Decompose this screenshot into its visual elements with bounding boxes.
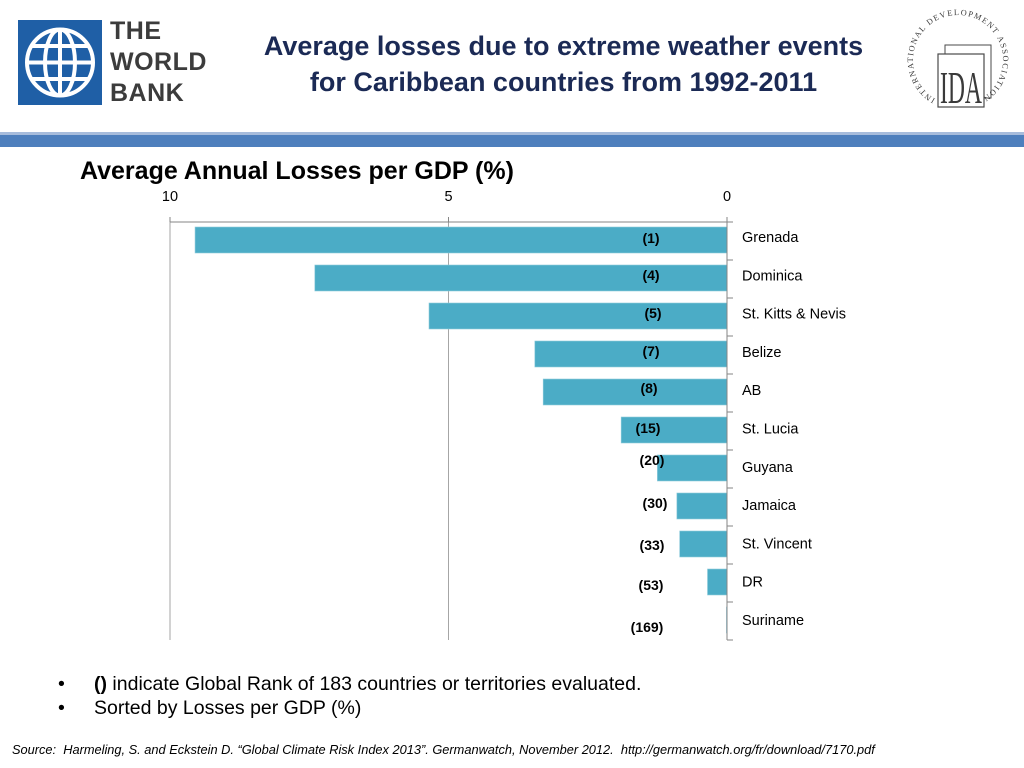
category-label-dominica: Dominica: [742, 268, 803, 284]
category-label-jamaica: Jamaica: [742, 498, 797, 514]
category-label-suriname: Suriname: [742, 613, 804, 629]
category-label-st-kitts-nevis: St. Kitts & Nevis: [742, 307, 846, 323]
ida-seal-icon: INTERNATIONAL DEVELOPMENT ASSOCIATION ID…: [906, 8, 1010, 113]
losses-bar-chart: 10 5 0 Grenada (1) Dominica (4) St. Kitts & Nev…: [162, 189, 846, 641]
bar-belize: [534, 340, 728, 368]
world-bank-wordmark: THE WORLD BANK: [110, 16, 207, 109]
rank-label: (33): [640, 537, 665, 553]
ida-monogram: IDA: [940, 62, 982, 113]
bar-jamaica: [676, 492, 728, 520]
rank-label: (8): [640, 380, 657, 396]
x-tick-label: 5: [444, 189, 452, 205]
footnote-list: () indicate Global Rank of 183 countries…: [58, 672, 641, 720]
bar-st-vincent: [679, 530, 728, 558]
category-label-st-lucia: St. Lucia: [742, 422, 799, 438]
bar-st-kitts-nevis: [428, 302, 728, 330]
footnote-text: indicate Global Rank of 183 countries or…: [112, 673, 642, 695]
wordmark-line: WORLD: [110, 48, 207, 76]
ida-seal-front-frame: [937, 53, 985, 108]
rank-notation: (): [94, 673, 107, 695]
header-band: [0, 135, 1024, 147]
world-bank-logo: [18, 20, 102, 105]
footnote-item: () indicate Global Rank of 183 countries…: [58, 672, 641, 696]
globe-icon: [25, 27, 96, 98]
bar-dr: [707, 568, 728, 596]
x-tick-label: 0: [723, 189, 731, 205]
rank-label: (20): [640, 452, 665, 468]
header-band-highlight: [0, 132, 1024, 135]
rank-label: (5): [644, 305, 661, 321]
rank-label: (169): [631, 619, 664, 635]
bar-ab: [542, 378, 728, 406]
category-label-belize: Belize: [742, 345, 782, 361]
rank-label: (30): [643, 495, 668, 511]
rank-label: (7): [642, 343, 659, 359]
category-label-guyana: Guyana: [742, 460, 794, 476]
slide-title-line: for Caribbean countries from 1992-2011: [309, 67, 818, 97]
bar-dominica: [314, 264, 728, 292]
wordmark-line: THE: [110, 17, 162, 45]
rank-label: (53): [639, 577, 664, 593]
slide-title: Average losses due to extreme weather ev…: [250, 28, 877, 100]
category-label-grenada: Grenada: [742, 230, 799, 246]
rank-label: (4): [642, 267, 659, 283]
footnote-text: Sorted by Losses per GDP (%): [94, 697, 362, 719]
chart-title: Average Annual Losses per GDP (%): [80, 157, 514, 185]
rank-label: (15): [636, 420, 661, 436]
x-tick-label: 10: [162, 189, 178, 205]
wordmark-line: BANK: [110, 79, 185, 107]
category-label-st-vincent: St. Vincent: [742, 536, 812, 552]
slide-title-line: Average losses due to extreme weather ev…: [263, 31, 864, 61]
bar-guyana: [657, 454, 728, 482]
source-citation: Source: Harmeling, S. and Eckstein D. “G…: [12, 742, 875, 757]
rank-label: (1): [642, 230, 659, 246]
category-label-dr: DR: [742, 575, 763, 591]
footnote-item: Sorted by Losses per GDP (%): [58, 696, 641, 720]
category-label-ab: AB: [742, 383, 761, 399]
